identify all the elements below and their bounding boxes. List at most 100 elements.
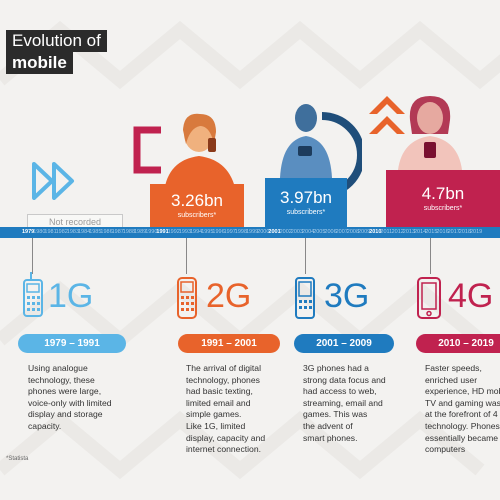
- desc-line: limited email and: [186, 397, 251, 408]
- desc-line: display, capacity and: [186, 432, 266, 443]
- era-description-2g: The arrival of digital technology, phone…: [186, 363, 296, 456]
- timeline-year: 2001: [268, 229, 281, 235]
- desc-line: TV and gaming was: [425, 397, 500, 408]
- desc-line: capacity.: [28, 420, 62, 431]
- desc-line: strong data focus and: [303, 374, 386, 385]
- timeline-year: 2017: [447, 229, 460, 235]
- desc-line: computers: [425, 444, 466, 455]
- desc-line: had basic texting,: [186, 386, 253, 397]
- timeline-stem-4g: [430, 238, 431, 274]
- timeline-year: 1986: [100, 229, 113, 235]
- timeline-stem-2g: [186, 238, 187, 274]
- timeline-year: 1982: [55, 229, 68, 235]
- desc-line: internet connection.: [186, 444, 262, 455]
- desc-line: games. This was: [303, 409, 368, 420]
- desc-line: technology, phones: [186, 374, 260, 385]
- desc-line: experience, HD mob: [425, 386, 500, 397]
- era-range-pill-3g: 2001 – 2009: [294, 334, 394, 353]
- footnote: *Statista: [6, 456, 29, 462]
- timeline-stem-1g: [32, 238, 33, 274]
- desc-line: simple games.: [186, 409, 242, 420]
- desc-line: voice-only with limited: [28, 397, 112, 408]
- era-label-4g: 4G: [448, 277, 494, 315]
- timeline-year: 2010: [369, 229, 382, 235]
- timeline-year: 2009: [358, 229, 371, 235]
- desc-line: at the forefront of 4: [425, 409, 498, 420]
- desc-line: phones were large,: [28, 386, 102, 397]
- era-description-1g: Using analogue technology, these phones …: [28, 363, 153, 433]
- timeline-year: 2002: [279, 229, 292, 235]
- timeline-bar: 1979 1980 1981 1982 1983 1984 1985 1986 1987 1988…: [0, 227, 500, 238]
- timeline-stem-3g: [305, 238, 306, 274]
- stat-value-2g: 3.26bn: [171, 191, 223, 210]
- timeline-year: 1989: [134, 229, 147, 235]
- timeline-year: 2004: [302, 229, 315, 235]
- timeline-year: 1995: [201, 229, 214, 235]
- timeline-year: 2007: [335, 229, 348, 235]
- timeline-year: 1999: [246, 229, 259, 235]
- title-line-1: Evolution of: [6, 30, 107, 52]
- timeline-year: 1980: [33, 229, 46, 235]
- timeline-year: 1979: [22, 229, 35, 235]
- era-range-pill-4g: 2010 – 2019: [416, 334, 500, 353]
- timeline-year: 1987: [111, 229, 124, 235]
- timeline-year: 2014: [414, 229, 427, 235]
- stat-value-4g: 4.7bn: [421, 184, 465, 203]
- stat-box-3g: 3.97bn subscribers*: [265, 178, 347, 227]
- timeline-year: 2000: [257, 229, 270, 235]
- timeline-year: 2016: [436, 229, 449, 235]
- timeline-year: 1993: [178, 229, 192, 235]
- timeline-year: 1984: [78, 229, 91, 235]
- timeline-year: 1985: [89, 229, 102, 235]
- stat-label-4g: subscribers*: [423, 205, 463, 212]
- timeline-year: 2006: [324, 229, 337, 235]
- chevron-up-icon: [369, 96, 405, 134]
- desc-line: display and storage: [28, 409, 103, 420]
- desc-line: essentially became: [425, 432, 499, 443]
- feature-phone-3g-icon: [295, 277, 315, 319]
- era-description-3g: 3G phones had a strong data focus and ha…: [303, 363, 413, 444]
- feature-phone-2g-icon: [177, 277, 197, 319]
- timeline-year: 1988: [122, 229, 136, 235]
- timeline-year: 2011: [380, 229, 393, 235]
- timeline-year: 2018: [458, 229, 472, 235]
- era-range-pill-2g: 1991 – 2001: [178, 334, 280, 353]
- stat-label-3g: subscribers*: [286, 209, 326, 216]
- timeline-year: 1990: [145, 229, 158, 235]
- page-title: Evolution of mobile: [6, 30, 107, 74]
- fast-forward-icon: [32, 162, 74, 200]
- title-line-2: mobile: [6, 52, 73, 74]
- timeline-year: 1994: [190, 229, 203, 235]
- feature-phone-1g-icon: [23, 272, 43, 317]
- timeline-year: 2013: [402, 229, 416, 235]
- desc-line: 3G phones had a: [303, 363, 369, 373]
- photo-woman-orange: [150, 108, 244, 192]
- stat-label-2g: subscribers*: [177, 212, 217, 219]
- timeline-year: 2005: [313, 229, 326, 235]
- desc-line: The arrival of digital: [186, 363, 261, 373]
- stat-box-4g: 4.7bn subscribers*: [386, 170, 500, 227]
- desc-line: Using analogue: [28, 363, 88, 373]
- desc-line: had access to web,: [303, 386, 377, 397]
- timeline-year: 1991: [156, 229, 169, 235]
- timeline-year: 2019: [470, 229, 483, 235]
- timeline-year: 1998: [234, 229, 248, 235]
- timeline-year: 1992: [167, 229, 180, 235]
- photo-man-blue: [276, 98, 336, 178]
- photo-woman-crimson: [390, 90, 470, 170]
- era-label-1g: 1G: [48, 277, 94, 315]
- desc-line: technology, these: [28, 374, 95, 385]
- timeline-year: 2008: [346, 229, 360, 235]
- timeline-year: 1983: [66, 229, 80, 235]
- desc-line: Faster speeds,: [425, 363, 482, 373]
- timeline-year: 2015: [425, 229, 438, 235]
- desc-line: technology. Phones: [425, 420, 500, 431]
- desc-line: enriched user: [425, 374, 478, 385]
- bracket-shape-orange: [133, 126, 161, 174]
- timeline-year: 2003: [290, 229, 304, 235]
- era-label-2g: 2G: [206, 277, 252, 315]
- desc-line: the advent of: [303, 420, 353, 431]
- desc-line: streaming, email and: [303, 397, 383, 408]
- timeline-year: 1997: [223, 229, 236, 235]
- timeline-year: 2012: [391, 229, 404, 235]
